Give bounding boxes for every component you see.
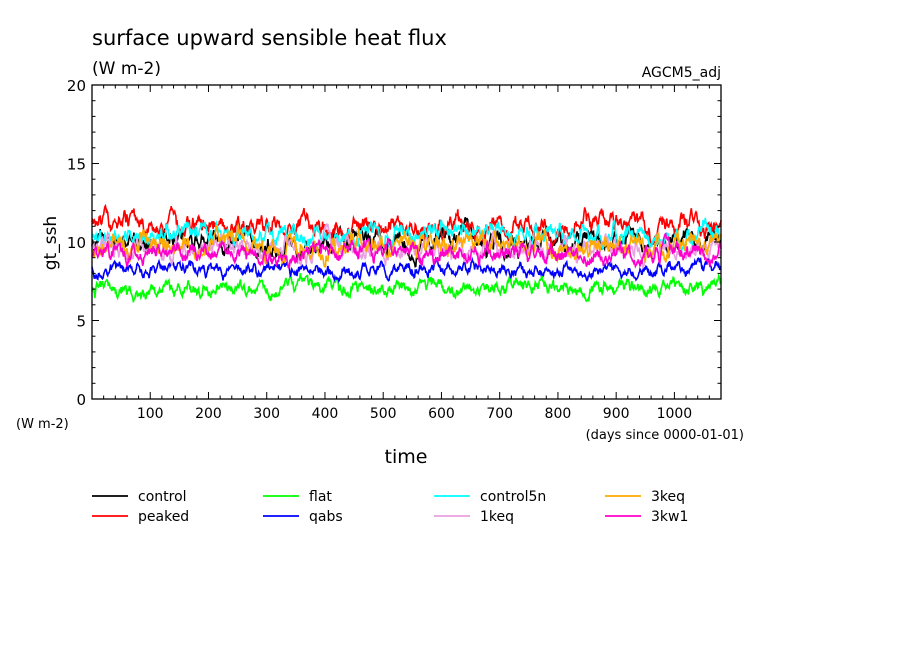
series-line-flat <box>91 272 722 303</box>
legend-label-control5n: control5n <box>480 489 546 505</box>
y-tick-label: 20 <box>67 77 86 95</box>
y-axis-units: (W m-2) <box>16 417 69 432</box>
series-line-peaked <box>91 203 722 248</box>
x-tick-label: 600 <box>428 406 455 422</box>
y-tick-label: 15 <box>67 156 86 174</box>
legend-label-control: control <box>138 489 187 505</box>
x-tick-label: 1000 <box>657 406 693 422</box>
legend-label-flat: flat <box>309 489 332 505</box>
x-tick-label: 400 <box>312 406 339 422</box>
x-tick-label: 100 <box>137 406 164 422</box>
legend: control peaked flat qabs control5n 1keq 3keq 3k… <box>92 489 688 525</box>
plot-frame <box>91 84 722 400</box>
x-axis-units: (days since 0000-01-01) <box>586 428 744 443</box>
chart-title: surface upward sensible heat flux <box>92 26 447 50</box>
x-axis-label: time <box>385 446 428 468</box>
series-line-3kw1 <box>91 232 722 269</box>
y-tick-label: 0 <box>76 391 86 409</box>
y-tick-label: 10 <box>67 234 86 252</box>
series-line-qabs <box>91 256 722 284</box>
axis-ticks: 100 200 300 400 500 600 700 800 900 1000 0 5 10 15 20 <box>67 77 721 422</box>
legend-label-1keq: 1keq <box>480 509 514 525</box>
x-tick-label: 300 <box>253 406 280 422</box>
x-tick-label: 700 <box>486 406 513 422</box>
x-tick-label: 900 <box>603 406 630 422</box>
x-tick-label: 800 <box>545 406 572 422</box>
chart-tag: AGCM5_adj <box>642 65 721 81</box>
legend-label-3kw1: 3kw1 <box>651 509 688 525</box>
chart-subtitle: (W m-2) <box>92 59 161 79</box>
legend-label-peaked: peaked <box>138 509 189 525</box>
legend-label-3keq: 3keq <box>651 489 685 505</box>
x-tick-label: 500 <box>370 406 397 422</box>
series-lines <box>91 203 722 303</box>
y-axis-label: gt_ssh <box>41 216 61 270</box>
x-tick-label: 200 <box>195 406 222 422</box>
series-line-control5n <box>91 217 722 256</box>
legend-label-qabs: qabs <box>309 509 343 525</box>
y-tick-label: 5 <box>76 313 86 331</box>
